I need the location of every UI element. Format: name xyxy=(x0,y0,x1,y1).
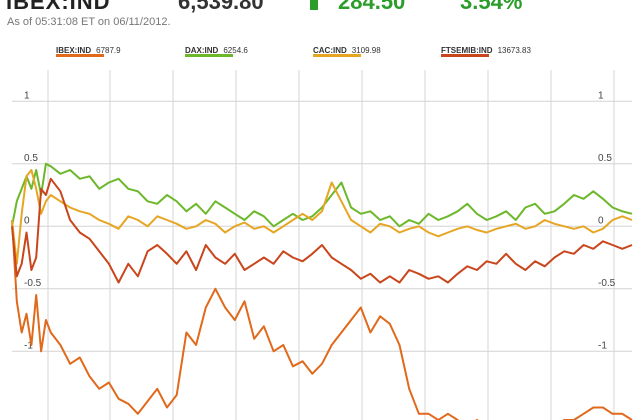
legend-value: 6254.6 xyxy=(223,46,248,55)
series-line-dax[interactable] xyxy=(11,162,633,228)
y-tick-label-right: -0.5 xyxy=(598,278,616,289)
chart-legend: IBEX:IND 6787.9 DAX:IND 6254.6 CAC:IND 3109… xyxy=(0,40,640,70)
legend-label: DAX:IND xyxy=(185,46,219,55)
legend-value: 3109.98 xyxy=(351,46,381,55)
series-line-ftsemib[interactable] xyxy=(11,177,633,284)
legend-swatch xyxy=(313,54,361,57)
legend-entry-ftsemib[interactable]: FTSEMIB:IND 13673.83 xyxy=(441,40,531,58)
y-tick-label-right: -1 xyxy=(598,340,607,351)
quote-header: IBEX:IND 6,539.80 284.50 3.54% xyxy=(0,0,640,14)
legend-label: FTSEMIB:IND xyxy=(441,46,493,55)
price-change-percent: 3.54% xyxy=(460,0,523,14)
y-tick-label-left: -0.5 xyxy=(24,278,42,289)
grid xyxy=(12,70,632,420)
price-change: 284.50 xyxy=(338,0,406,14)
quote-timestamp: As of 05:31:08 ET on 06/11/2012. xyxy=(7,16,171,28)
ticker-symbol: IBEX:IND xyxy=(6,0,111,14)
legend-entry-cac[interactable]: CAC:IND 3109.98 xyxy=(313,40,381,58)
legend-swatch xyxy=(441,54,489,57)
up-arrow-icon xyxy=(310,0,318,10)
y-tick-label-right: 0 xyxy=(598,215,604,226)
legend-value: 6787.9 xyxy=(96,46,121,55)
y-tick-label-left: 0.5 xyxy=(24,153,38,164)
y-axis-ticks: -1 -1 -0.5 -0.5 0 0 0.5 0.5 1 1 xyxy=(24,90,616,351)
legend-entry-ibex[interactable]: IBEX:IND 6787.9 xyxy=(56,40,121,58)
series-line-ibex[interactable] xyxy=(11,219,633,420)
legend-label: CAC:IND xyxy=(313,46,347,55)
y-tick-label-right: 1 xyxy=(598,90,604,101)
y-tick-label-right: 0.5 xyxy=(598,153,612,164)
legend-swatch xyxy=(56,54,104,57)
legend-entry-dax[interactable]: DAX:IND 6254.6 xyxy=(185,40,248,58)
legend-swatch xyxy=(185,54,233,57)
series-line-cac[interactable] xyxy=(11,169,633,265)
series-lines xyxy=(11,162,633,420)
y-tick-label-left: 0 xyxy=(24,215,30,226)
y-tick-label-left: -1 xyxy=(24,340,33,351)
legend-label: IBEX:IND xyxy=(56,46,92,55)
y-tick-label-left: 1 xyxy=(24,90,30,101)
last-price: 6,539.80 xyxy=(178,0,264,14)
legend-value: 13673.83 xyxy=(497,46,531,55)
